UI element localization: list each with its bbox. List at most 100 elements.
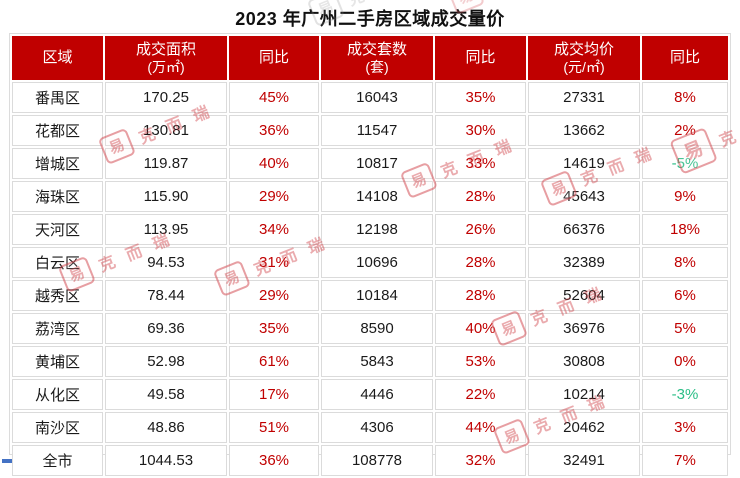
table-row: 番禺区 170.25 45% 16043 35% 27331 8% (12, 82, 728, 113)
value-cell: 119.87 (105, 148, 227, 179)
yoy-cell: 45% (229, 82, 319, 113)
value-cell: 8590 (321, 313, 433, 344)
value-cell: 10214 (528, 379, 640, 410)
yoy-cell: 36% (229, 115, 319, 146)
yoy-cell: 35% (435, 82, 526, 113)
yoy-cell: 9% (642, 181, 728, 212)
value-cell: 30808 (528, 346, 640, 377)
yoy-cell: 3% (642, 412, 728, 443)
district-cell: 越秀区 (12, 280, 103, 311)
value-cell: 52604 (528, 280, 640, 311)
value-cell: 4306 (321, 412, 433, 443)
value-cell: 14619 (528, 148, 640, 179)
value-cell: 16043 (321, 82, 433, 113)
table-row: 海珠区 115.90 29% 14108 28% 45643 9% (12, 181, 728, 212)
table-row: 花都区 130.81 36% 11547 30% 13662 2% (12, 115, 728, 146)
value-cell: 36976 (528, 313, 640, 344)
yoy-cell: 53% (435, 346, 526, 377)
district-cell: 荔湾区 (12, 313, 103, 344)
district-cell: 番禺区 (12, 82, 103, 113)
value-cell: 94.53 (105, 247, 227, 278)
yoy-cell: 44% (435, 412, 526, 443)
column-header: 同比 (229, 36, 319, 80)
yoy-cell: -3% (642, 379, 728, 410)
yoy-cell: 51% (229, 412, 319, 443)
yoy-cell: 18% (642, 214, 728, 245)
value-cell: 45643 (528, 181, 640, 212)
value-cell: 130.81 (105, 115, 227, 146)
value-cell: 5843 (321, 346, 433, 377)
yoy-cell: 2% (642, 115, 728, 146)
value-cell: 49.58 (105, 379, 227, 410)
value-cell: 1044.53 (105, 445, 227, 476)
district-cell: 增城区 (12, 148, 103, 179)
table-row: 越秀区 78.44 29% 10184 28% 52604 6% (12, 280, 728, 311)
value-cell: 115.90 (105, 181, 227, 212)
value-cell: 66376 (528, 214, 640, 245)
data-table: 区域 成交面积 (万㎡) 同比 成交套数 (套) 同比 成交均价 (元/㎡) 同比 番禺区 170.… (10, 34, 730, 478)
yoy-cell: 0% (642, 346, 728, 377)
table-row: 天河区 113.95 34% 12198 26% 66376 18% (12, 214, 728, 245)
district-cell: 从化区 (12, 379, 103, 410)
value-cell: 11547 (321, 115, 433, 146)
value-cell: 48.86 (105, 412, 227, 443)
column-header: 成交均价 (元/㎡) (528, 36, 640, 80)
yoy-cell: 22% (435, 379, 526, 410)
yoy-cell: 29% (229, 181, 319, 212)
yoy-cell: 6% (642, 280, 728, 311)
value-cell: 4446 (321, 379, 433, 410)
header-row: 区域 成交面积 (万㎡) 同比 成交套数 (套) 同比 成交均价 (元/㎡) 同比 (12, 36, 728, 80)
value-cell: 32491 (528, 445, 640, 476)
table-row: 荔湾区 69.36 35% 8590 40% 36976 5% (12, 313, 728, 344)
data-table-container: 区域 成交面积 (万㎡) 同比 成交套数 (套) 同比 成交均价 (元/㎡) 同比 番禺区 170.… (9, 33, 731, 476)
table-body: 番禺区 170.25 45% 16043 35% 27331 8% 花都区 130.81 36% 1… (12, 82, 728, 476)
value-cell: 27331 (528, 82, 640, 113)
table-row: 从化区 49.58 17% 4446 22% 10214 -3% (12, 379, 728, 410)
yoy-cell: 8% (642, 82, 728, 113)
yoy-cell: 17% (229, 379, 319, 410)
district-cell: 海珠区 (12, 181, 103, 212)
yoy-cell: 31% (229, 247, 319, 278)
column-header: 同比 (435, 36, 526, 80)
table-row: 黄埔区 52.98 61% 5843 53% 30808 0% (12, 346, 728, 377)
yoy-cell: 40% (229, 148, 319, 179)
yoy-cell: 61% (229, 346, 319, 377)
yoy-cell: 7% (642, 445, 728, 476)
yoy-cell: 29% (229, 280, 319, 311)
yoy-cell: 28% (435, 247, 526, 278)
value-cell: 12198 (321, 214, 433, 245)
value-cell: 32389 (528, 247, 640, 278)
yoy-cell: -5% (642, 148, 728, 179)
district-cell: 天河区 (12, 214, 103, 245)
yoy-cell: 36% (229, 445, 319, 476)
yoy-cell: 34% (229, 214, 319, 245)
yoy-cell: 28% (435, 181, 526, 212)
value-cell: 20462 (528, 412, 640, 443)
yoy-cell: 33% (435, 148, 526, 179)
district-cell: 全市 (12, 445, 103, 476)
table-row: 全市 1044.53 36% 108778 32% 32491 7% (12, 445, 728, 476)
value-cell: 108778 (321, 445, 433, 476)
yoy-cell: 26% (435, 214, 526, 245)
page-title: 2023 年广州二手房区域成交量价 (235, 9, 505, 29)
table-row: 增城区 119.87 40% 10817 33% 14619 -5% (12, 148, 728, 179)
column-header: 同比 (642, 36, 728, 80)
district-cell: 花都区 (12, 115, 103, 146)
value-cell: 10817 (321, 148, 433, 179)
yoy-cell: 35% (229, 313, 319, 344)
yoy-cell: 8% (642, 247, 728, 278)
district-cell: 南沙区 (12, 412, 103, 443)
table-row: 白云区 94.53 31% 10696 28% 32389 8% (12, 247, 728, 278)
value-cell: 78.44 (105, 280, 227, 311)
value-cell: 113.95 (105, 214, 227, 245)
district-cell: 白云区 (12, 247, 103, 278)
value-cell: 10696 (321, 247, 433, 278)
column-header: 区域 (12, 36, 103, 80)
yoy-cell: 40% (435, 313, 526, 344)
yoy-cell: 30% (435, 115, 526, 146)
value-cell: 13662 (528, 115, 640, 146)
value-cell: 52.98 (105, 346, 227, 377)
column-header: 成交套数 (套) (321, 36, 433, 80)
yoy-cell: 5% (642, 313, 728, 344)
corner-blue-mark (2, 459, 12, 463)
